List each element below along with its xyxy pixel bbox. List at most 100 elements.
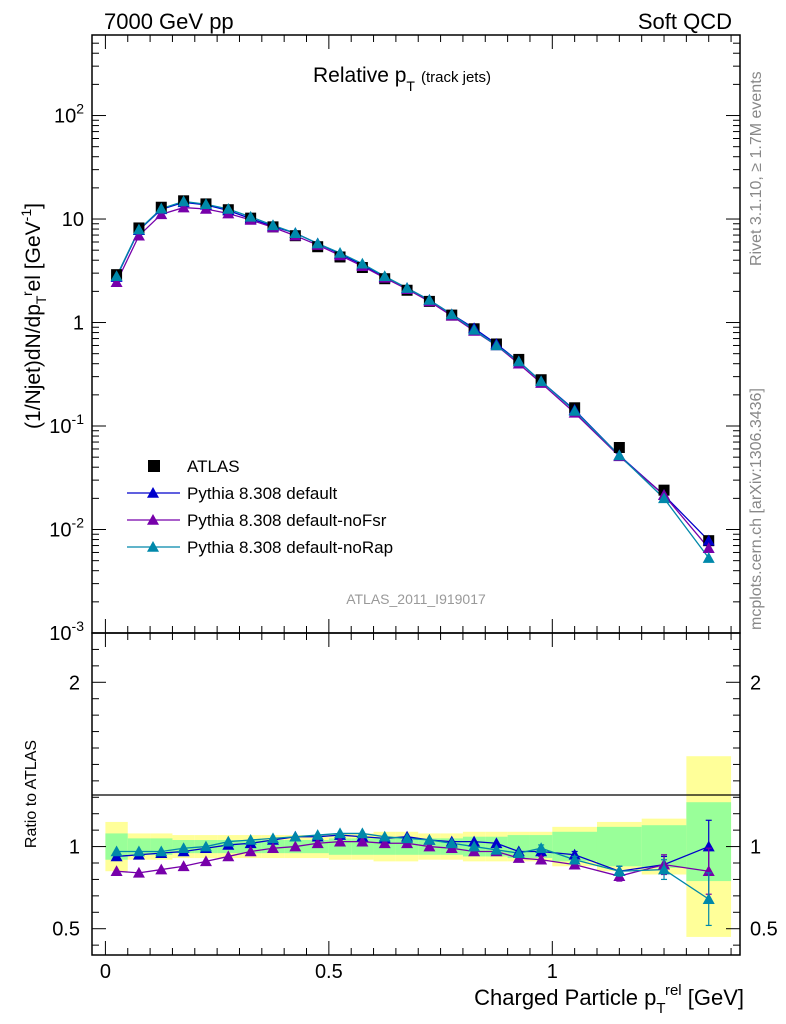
ratio-point-series-1 — [177, 860, 190, 872]
data-point-series-3 — [311, 237, 324, 249]
ratio-y-tick-label-right: 1 — [750, 837, 761, 859]
ratio-point-series-2 — [490, 843, 503, 855]
y-tick-label-exp: -3 — [72, 618, 85, 634]
ratio-frame — [91, 632, 741, 956]
ratio-point-series-1 — [132, 866, 145, 878]
data-point-series-3 — [110, 270, 123, 282]
x-tick-label: 1 — [547, 961, 558, 983]
legend-label: Pythia 8.308 default-noRap — [187, 538, 393, 557]
mcplots-label: mcplots.cern.ch [arXiv:1306.3436] — [748, 388, 765, 630]
main-y-tick-labels: 10-3 10-2 10-1 1 10 102 — [49, 101, 84, 645]
ratio-point-series-2 — [177, 842, 190, 854]
data-point-series-3 — [445, 308, 458, 320]
ratio-ticks — [92, 633, 740, 955]
ratio-y-tick-label-left: 0.5 — [52, 919, 80, 941]
header-right: Soft QCD — [638, 9, 732, 34]
legend: ATLAS Pythia 8.308 default Pythia 8.308 de… — [127, 457, 393, 557]
ratio-point-series-2 — [445, 837, 458, 849]
data-point-series-3 — [613, 449, 626, 461]
ratio-point-series-1 — [311, 837, 324, 849]
main-panel: 10-3 10-2 10-1 1 10 102 Relative pT (track jet… — [49, 34, 741, 645]
y-tick-label: 10-1 — [49, 411, 84, 438]
data-point-atlas — [613, 441, 625, 453]
data-point-series-3 — [356, 257, 369, 269]
legend-label: Pythia 8.308 default — [187, 484, 338, 503]
data-point-series-3 — [512, 355, 525, 367]
y-tick-label-exp: -2 — [72, 515, 85, 531]
ratio-y-axis-label: Ratio to ATLAS — [23, 740, 40, 848]
ratio-point-series-1 — [266, 842, 279, 854]
data-point-series-3 — [222, 202, 235, 214]
main-marks — [110, 195, 715, 563]
ratio-point-series-2 — [702, 893, 715, 904]
ratio-point-series-2 — [535, 842, 548, 854]
ratio-point-series-1 — [222, 850, 235, 862]
x-axis-label-main: Charged Particle p — [474, 985, 656, 1010]
ratio-point-series-2 — [658, 863, 671, 875]
ratio-point-series-2 — [311, 829, 324, 840]
legend-marker — [147, 541, 159, 552]
data-point-series-3 — [289, 227, 302, 238]
data-point-series-3 — [334, 246, 347, 258]
ratio-point-series-1 — [155, 863, 168, 875]
data-point-series-3 — [132, 223, 145, 235]
chart-title-sub: T — [406, 78, 415, 94]
ratio-point-series-2 — [289, 830, 302, 842]
data-point-series-2 — [155, 208, 168, 220]
data-point-series-3 — [155, 202, 168, 214]
ratio-point-series-2 — [378, 830, 391, 842]
ratio-point-series-2 — [613, 865, 626, 877]
data-point-series-3 — [244, 210, 257, 222]
y-tick-label-exp: -1 — [72, 411, 85, 427]
data-point-series-3 — [177, 195, 190, 207]
ratio-point-series-2 — [401, 832, 414, 844]
x-axis-label: Charged Particle pTrel [GeV] — [474, 982, 744, 1017]
y-tick-label: 10 — [62, 209, 84, 231]
data-point-series-3 — [568, 404, 581, 416]
ratio-point-series-2 — [199, 840, 212, 852]
ratio-point-series-1 — [356, 835, 369, 847]
data-point-series-2 — [110, 276, 123, 288]
analysis-label: ATLAS_2011_I919017 — [346, 591, 486, 607]
ratio-line-2 — [116, 832, 710, 900]
ratio-point-series-2 — [356, 827, 369, 839]
ratio-point-series-1 — [535, 853, 548, 865]
ratio-point-series-1 — [423, 840, 436, 852]
data-point-series-1 — [702, 534, 715, 546]
y-tick-label: 1 — [73, 313, 84, 335]
ratio-point-series-1 — [244, 845, 257, 857]
ratio-point-series-1 — [289, 840, 302, 852]
ratio-point-series-2 — [132, 845, 145, 857]
data-point-series-3 — [658, 492, 671, 504]
ratio-point-series-2 — [110, 845, 123, 857]
data-point-series-3 — [468, 323, 481, 335]
chart-title: Relative pT (track jets) — [313, 64, 491, 94]
ratio-point-series-2 — [244, 834, 257, 845]
ratio-point-series-1 — [199, 855, 212, 867]
ratio-point-series-1 — [378, 837, 391, 849]
data-point-series-3 — [401, 282, 414, 293]
ratio-y-tick-label-left: 2 — [69, 672, 80, 694]
header-left: 7000 GeV pp — [104, 9, 234, 34]
data-point-series-3 — [423, 294, 436, 305]
main-y-axis-label: (1/Njet)dN/dpTrel [GeV-1] — [18, 203, 49, 429]
legend-label: Pythia 8.308 default-noFsr — [187, 511, 387, 530]
y-tick-label: 10-3 — [49, 618, 84, 645]
legend-marker — [147, 514, 159, 525]
ratio-y-tick-label-right: 0.5 — [750, 919, 778, 941]
ratio-point-series-2 — [568, 853, 581, 865]
ratio-point-series-0 — [490, 837, 503, 849]
data-point-series-2 — [177, 201, 190, 213]
ratio-point-series-1 — [334, 835, 347, 847]
chart-title-extra: (track jets) — [421, 69, 491, 86]
ratio-point-series-2 — [423, 834, 436, 845]
data-point-series-3 — [702, 552, 715, 563]
ratio-point-series-2 — [334, 827, 347, 839]
x-axis-label-sub: T — [656, 1000, 665, 1017]
data-point-series-3 — [266, 219, 279, 231]
ratio-point-series-2 — [512, 847, 525, 858]
ratio-y-tick-label-right: 2 — [750, 672, 761, 694]
ratio-point-series-2 — [266, 832, 279, 844]
legend-marker — [147, 487, 159, 498]
